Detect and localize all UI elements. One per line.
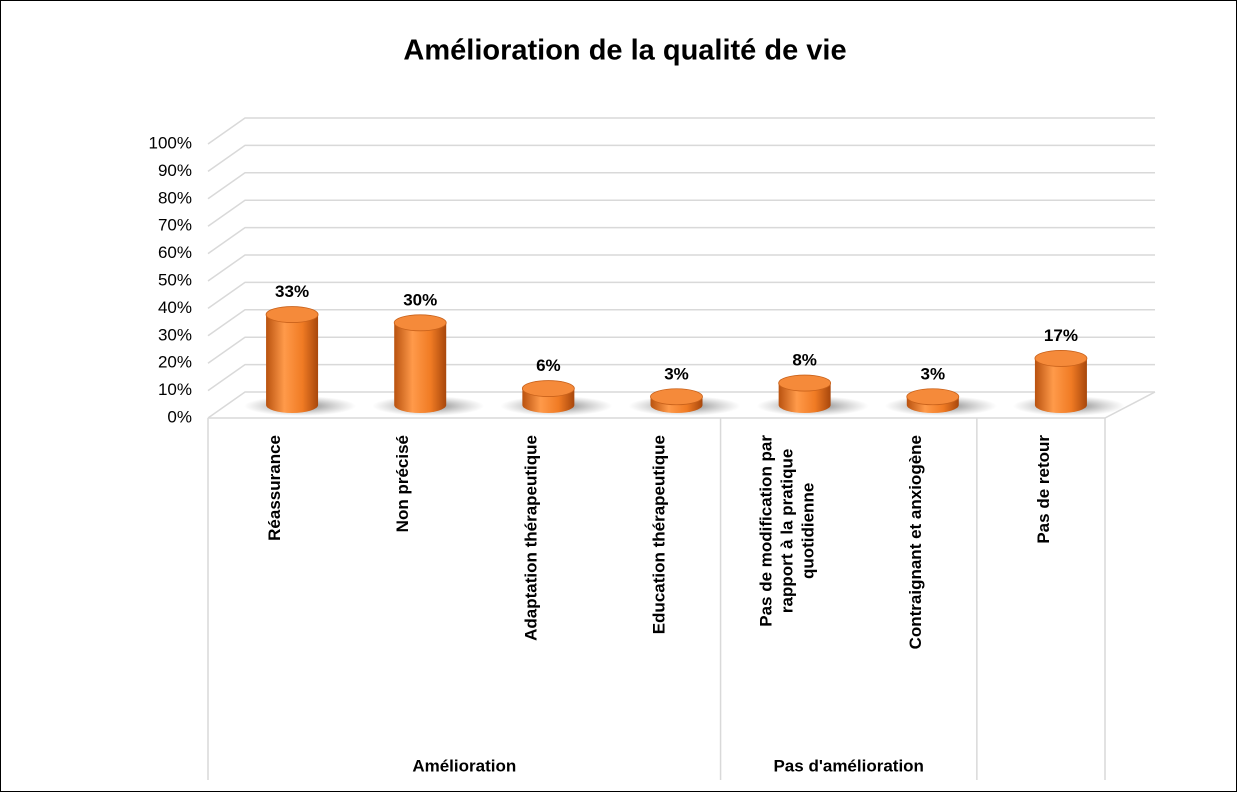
bar-top: [393, 314, 447, 332]
bar-body: [778, 383, 831, 413]
bar-top: [1034, 350, 1088, 367]
y-tick-label: 40%: [158, 298, 192, 317]
grid-line: [207, 363, 1155, 392]
y-tick-label: 0%: [167, 407, 192, 426]
y-tick-label: 50%: [158, 270, 192, 289]
chart-title: Amélioration de la qualité de vie: [403, 35, 846, 67]
grid-line: [207, 226, 1155, 255]
grid-line: [207, 281, 1155, 310]
bar: [500, 380, 613, 416]
value-label: 3%: [920, 364, 945, 383]
value-label: 17%: [1044, 326, 1078, 345]
y-tick-label: 80%: [158, 188, 192, 207]
bar-body: [1034, 358, 1087, 413]
y-tick-label: 20%: [158, 353, 192, 372]
x-tick-label: Pas de retour: [1034, 435, 1053, 544]
bar: [244, 306, 357, 416]
grid-line: [207, 309, 1155, 337]
x-tick-label: Réassurance: [266, 435, 285, 541]
bar: [756, 374, 869, 416]
grid-line: [207, 391, 1155, 419]
value-label: 3%: [664, 364, 689, 383]
grid-line: [207, 199, 1155, 227]
y-tick-label: 90%: [158, 161, 192, 180]
bar: [1012, 350, 1125, 416]
bar-top: [521, 380, 575, 397]
grid-line: [207, 254, 1155, 282]
bar-body: [266, 314, 319, 413]
y-tick-label: 30%: [158, 325, 192, 344]
value-label: 30%: [403, 290, 437, 309]
bar-top: [265, 306, 319, 323]
x-tick-label: Education thérapeutique: [650, 435, 669, 634]
bar-body: [394, 322, 447, 413]
bar: [884, 388, 997, 416]
bar: [372, 314, 485, 416]
grid-line: [207, 172, 1155, 200]
y-tick-label: 70%: [158, 216, 192, 235]
value-label: 8%: [792, 351, 817, 370]
x-tick-label: Pas de modification par rapport à la prat…: [757, 435, 818, 627]
value-label: 33%: [275, 282, 309, 301]
group-label: Amélioration: [412, 756, 516, 775]
x-tick-label: Adaptation thérapeutique: [522, 435, 541, 641]
bar: [628, 388, 741, 416]
value-label: 6%: [536, 356, 561, 375]
bar-top: [906, 388, 960, 406]
y-tick-label: 60%: [158, 243, 192, 262]
group-label: Pas d'amélioration: [773, 756, 923, 775]
grid-line: [207, 336, 1155, 364]
bar-top: [778, 374, 832, 392]
bar-top: [650, 388, 703, 406]
x-tick-label: Non précisé: [394, 435, 413, 532]
x-tick-label: Contraignant et anxiogène: [906, 435, 925, 649]
grid-line: [207, 117, 1155, 145]
y-tick-label: 10%: [158, 380, 192, 399]
y-tick-label: 100%: [149, 133, 192, 152]
grid-line: [207, 144, 1155, 173]
